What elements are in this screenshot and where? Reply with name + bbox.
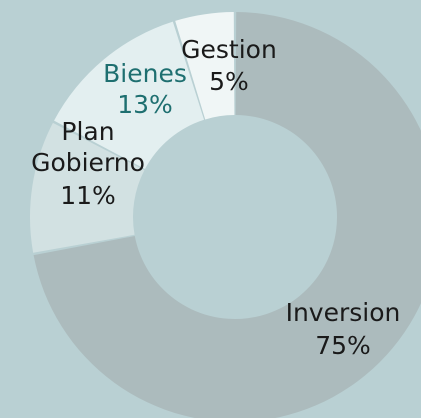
- data-label-inversion: Inversion 75%: [286, 298, 401, 360]
- slice-name-label: Plan: [61, 117, 114, 146]
- slice-plan-gobierno: [29, 122, 145, 253]
- slice-name-label: Gobierno: [31, 148, 145, 177]
- slice-inversion: [33, 12, 421, 418]
- slice-name-label: Inversion: [286, 298, 401, 327]
- slice-percent-label: 11%: [60, 181, 116, 210]
- data-label-gestion: Gestion 5%: [181, 35, 277, 96]
- slice-name-label: Bienes: [103, 59, 187, 88]
- slice-bienes: [54, 21, 205, 170]
- slice-percent-label: 75%: [315, 331, 371, 360]
- slice-gestion: [175, 12, 235, 120]
- slice-name-label: Gestion: [181, 35, 277, 64]
- slice-percent-label: 5%: [209, 67, 249, 96]
- slice-percent-label: 13%: [117, 90, 173, 119]
